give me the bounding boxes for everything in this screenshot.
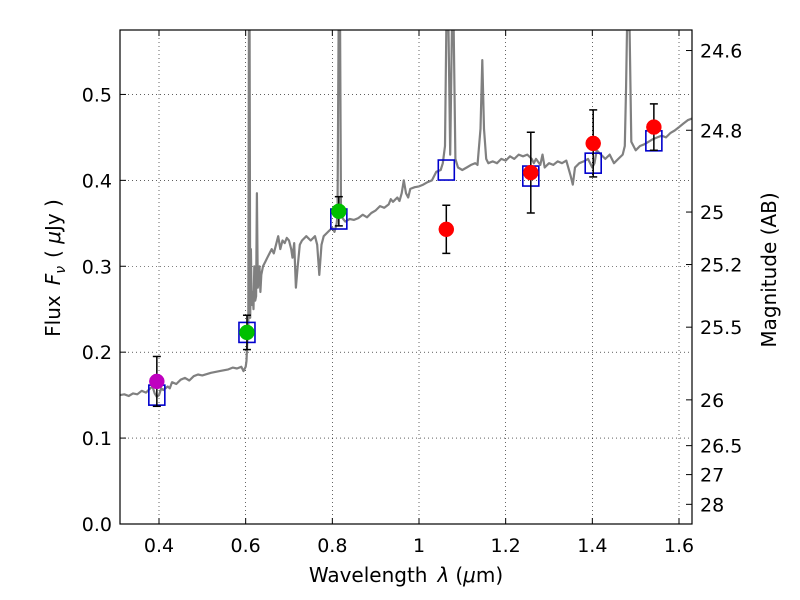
sed-model-line	[120, 30, 692, 398]
observed-point	[331, 203, 347, 220]
y-axis-label-unit-open: (	[41, 244, 65, 258]
right-tick-label: 26.5	[700, 436, 742, 458]
x-axis-label: Wavelength λ (μm)	[309, 563, 503, 587]
x-axis-label-unit-open: (	[455, 563, 463, 587]
right-tick-label: 25.2	[700, 255, 742, 277]
y-tick-label: 0.1	[82, 428, 112, 450]
observed-point	[646, 119, 662, 135]
y-axis-label: Flux Fν ( μJy )	[41, 199, 69, 337]
right-tick-label: 25	[700, 202, 724, 224]
y-axis-label-text: Flux	[41, 295, 65, 337]
right-tick-label: 27	[700, 465, 724, 487]
observed-point	[438, 221, 455, 238]
y-tick-label: 0.4	[82, 170, 112, 192]
axis-ticks: 0.4 0.6 0.8 1 1.2 1.4 1.6 0.0 0.1 0.2 0.3 0.4 0.5 24.…	[82, 30, 742, 557]
x-tick-label: 1.2	[491, 535, 521, 557]
y-tick-label: 0.3	[82, 256, 112, 278]
observed-photometry-series	[149, 103, 662, 408]
y-axis-label-symbol: F	[41, 273, 65, 285]
observed-point	[239, 324, 255, 341]
y-tick-label: 0.2	[82, 342, 112, 364]
y-axis-label-unit-rest: Jy )	[41, 199, 65, 233]
right-tick-label: 24.8	[700, 120, 742, 142]
right-tick-label: 26	[700, 390, 724, 412]
observed-point	[585, 135, 601, 152]
x-axis-label-unit-rest: m)	[476, 563, 503, 587]
x-tick-label: 0.6	[231, 535, 261, 557]
x-tick-label: 0.8	[317, 535, 347, 557]
x-axis-label-unit-mu: μ	[462, 563, 476, 587]
x-axis-label-text: Wavelength	[309, 563, 428, 587]
grid	[120, 30, 692, 525]
right-tick-label: 24.6	[700, 41, 742, 63]
model-photometry-series	[148, 130, 663, 406]
y-tick-label: 0.5	[82, 84, 112, 106]
sed-model-series	[120, 30, 692, 398]
right-axis-label: Magnitude (AB)	[757, 192, 781, 347]
y-axis-label-subscript: ν	[53, 266, 69, 274]
observed-point	[149, 373, 165, 390]
x-tick-label: 1.6	[664, 535, 694, 557]
right-tick-label: 25.5	[700, 317, 742, 339]
x-axis-label-symbol: λ	[436, 563, 449, 587]
observed-point	[523, 164, 539, 181]
plot-frame	[119, 29, 693, 525]
x-tick-label: 0.4	[144, 535, 174, 557]
right-tick-label: 28	[700, 494, 724, 516]
model-box-point	[437, 159, 456, 181]
x-tick-label: 1.4	[577, 535, 607, 557]
y-tick-label: 0.0	[82, 514, 112, 536]
x-tick-label: 1	[413, 535, 425, 557]
y-axis-label-unit-mu: μ	[41, 231, 65, 245]
